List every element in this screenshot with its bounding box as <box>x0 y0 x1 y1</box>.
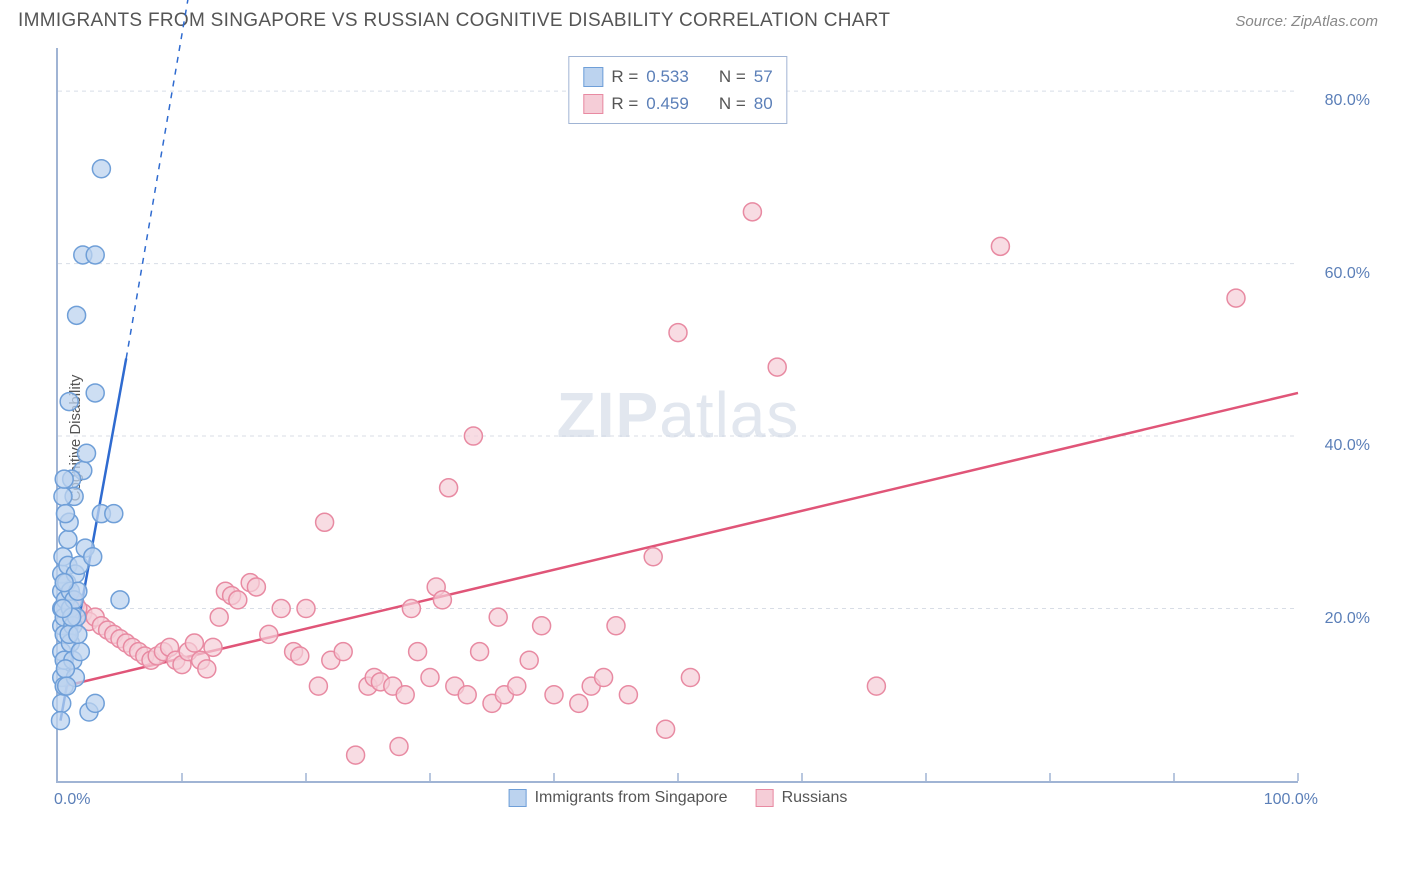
plot-region: ZIPatlas R = 0.533N = 57R = 0.459N = 80 … <box>56 48 1298 783</box>
x-tick-min: 0.0% <box>54 791 90 809</box>
source-label: Source: ZipAtlas.com <box>1235 13 1378 30</box>
series-legend: Immigrants from Singapore Russians <box>509 785 848 811</box>
y-tick-label: 80.0% <box>1306 92 1370 110</box>
x-tick-max: 100.0% <box>1264 791 1318 809</box>
chart-title: IMMIGRANTS FROM SINGAPORE VS RUSSIAN COG… <box>18 10 890 32</box>
legend-item: Immigrants from Singapore <box>509 785 728 811</box>
legend-row: R = 0.533N = 57 <box>583 63 772 90</box>
y-tick-label: 60.0% <box>1306 265 1370 283</box>
legend-row: R = 0.459N = 80 <box>583 90 772 117</box>
correlation-legend: R = 0.533N = 57R = 0.459N = 80 <box>568 56 787 124</box>
y-tick-label: 40.0% <box>1306 437 1370 455</box>
chart-area: Cognitive Disability ZIPatlas R = 0.533N… <box>18 38 1378 838</box>
legend-item: Russians <box>756 785 848 811</box>
y-tick-label: 20.0% <box>1306 610 1370 628</box>
